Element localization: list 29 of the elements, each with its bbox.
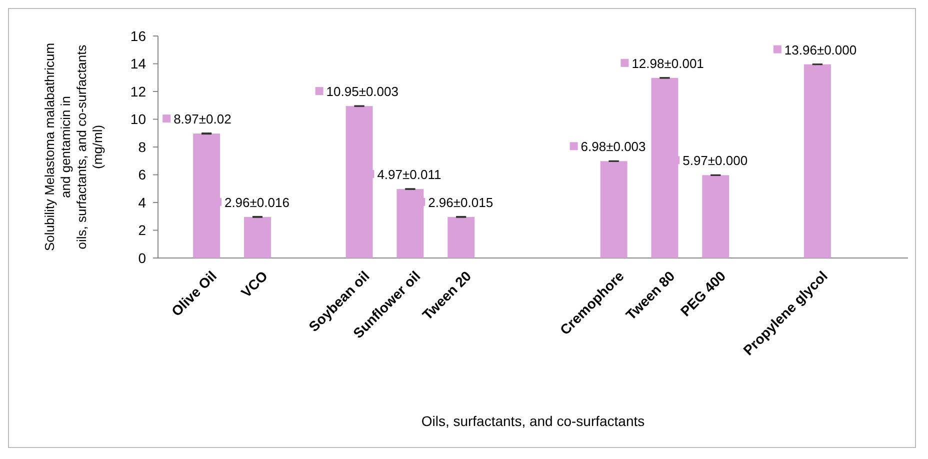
- y-axis-title: Solubility Melastoma malabathricum and gentamicin in oils, surfactants, and co-surfactants (mg/ml): [42, 42, 105, 252]
- bar: [244, 216, 271, 258]
- bar: [600, 161, 628, 258]
- data-label: 6.98±0.003: [580, 139, 646, 154]
- bar: [804, 64, 831, 258]
- data-label: 2.96±0.016: [224, 194, 290, 210]
- data-label: 10.95±0.003: [326, 84, 398, 100]
- bar: [346, 106, 373, 258]
- y-tick-label: 2: [138, 222, 146, 238]
- bar: [448, 216, 475, 258]
- bar: [396, 189, 424, 258]
- y-tick-label: 0: [138, 250, 146, 266]
- y-tick-label: 6: [138, 166, 146, 183]
- y-tick-label: 4: [138, 194, 146, 210]
- data-label: 12.98±0.001: [632, 56, 704, 71]
- x-axis-title: Oils, surfactants, and co-surfactants: [421, 413, 645, 429]
- bar: [193, 134, 220, 258]
- y-tick-label: 16: [130, 28, 146, 44]
- y-tick-label: 14: [130, 56, 146, 72]
- y-tick-label: 10: [130, 111, 146, 128]
- y-tick-label: 12: [130, 83, 146, 100]
- bar: [702, 175, 730, 258]
- data-label: 5.97±0.000: [682, 153, 748, 168]
- y-tick-label: 8: [138, 138, 146, 155]
- data-label: 2.96±0.015: [428, 194, 494, 210]
- data-label: 13.96±0.000: [784, 42, 857, 58]
- data-label: 4.97±0.011: [377, 167, 442, 182]
- bar: [651, 78, 678, 258]
- data-label: 8.97±0.02: [174, 112, 232, 127]
